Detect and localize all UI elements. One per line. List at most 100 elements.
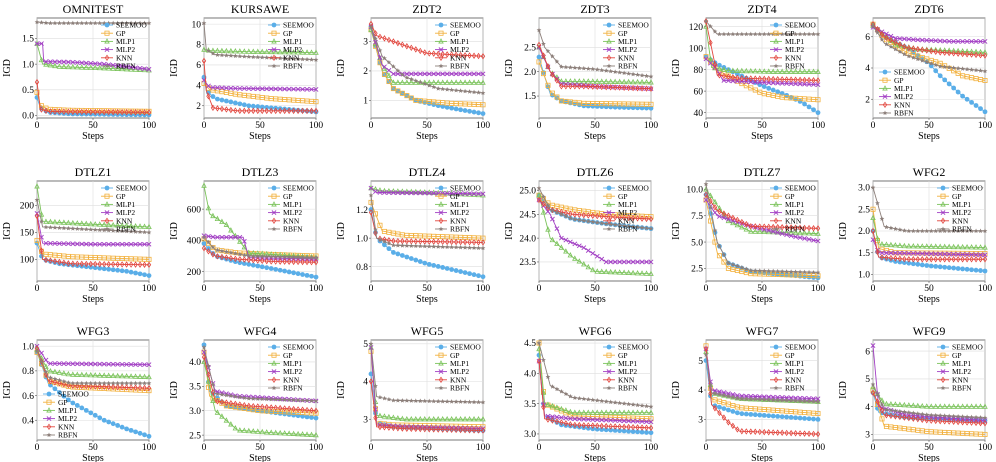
panel-wfg6-legend-marker	[606, 369, 612, 375]
panel-wfg6-series-mlp2-marker	[608, 417, 614, 423]
panel-wfg9-legend-label: GP	[952, 351, 962, 360]
panel-dtlz7-series-rbfn-marker	[761, 268, 767, 273]
panel-wfg7-series-mlp2-marker	[712, 388, 718, 394]
panel-dtlz7-series-knn-marker	[779, 224, 785, 231]
panel-wfg9-series-knn-marker	[875, 398, 880, 405]
panel-wfg6-series-mlp1-marker	[643, 409, 650, 415]
panel-zdt4-series-mlp1-marker	[774, 68, 781, 74]
panel-zdt6-series-knn-marker	[920, 46, 925, 54]
panel-dtlz7-series-knn-marker	[721, 210, 727, 217]
panel-zdt2-series-seemoo-marker	[467, 108, 472, 114]
panel-kursawe-series-seemoo-marker	[228, 99, 234, 105]
panel-wfg4-series-knn-marker	[295, 406, 301, 413]
panel-zdt6-series-rbfn-marker	[978, 68, 983, 73]
panel-wfg3-series-rbfn-marker	[70, 380, 76, 386]
panel-dtlz7-legend-label: GP	[785, 192, 795, 201]
panel-zdt3-series-rbfn-marker	[648, 74, 654, 79]
panel-zdt4-series-knn-marker	[784, 76, 789, 83]
panel-zdt4-series-mlp2-marker	[793, 81, 799, 87]
panel-wfg3-series-rbfn-marker	[74, 380, 80, 386]
panel-wfg2-ytick-label: 1.5	[858, 249, 870, 259]
panel-wfg6-series-knn-marker	[572, 421, 578, 429]
panel-dtlz7-series-gp	[703, 197, 821, 279]
panel-wfg3-series-rbfn	[34, 348, 152, 386]
panel-dtlz1-legend-marker	[104, 210, 110, 216]
panel-wfg4-series-rbfn-marker	[313, 398, 319, 403]
panel-kursawe-legend-marker	[271, 47, 277, 53]
panel-wfg3-series-mlp1-marker	[70, 371, 76, 377]
panel-kursawe-series-rbfn-marker	[295, 56, 301, 62]
panel-wfg7-legend-label: MLP2	[785, 367, 804, 376]
panel-kursawe-series-rbfn-marker	[255, 54, 261, 60]
panel-zdt3-series-seemoo-marker	[635, 105, 640, 111]
panel-dtlz3-legend-marker	[271, 185, 277, 191]
panel-dtlz6-series-knn-marker	[577, 211, 582, 219]
panel-dtlz3-series-knn-marker	[269, 258, 274, 265]
panel-dtlz4-series-seemoo-marker	[476, 273, 481, 279]
panel-zdt4-series-mlp2-marker	[721, 78, 727, 83]
panel-dtlz6-series-knn-marker	[541, 200, 546, 208]
panel-wfg3-series-mlp2-marker	[146, 362, 152, 368]
panel-wfg4-legend-label: GP	[283, 351, 293, 360]
panel-wfg6-series-rbfn-marker	[559, 389, 564, 394]
panel-wfg9-series-mlp1-marker	[915, 402, 921, 409]
panel-zdt4-series-seemoo-marker	[775, 89, 781, 95]
panel-zdt6-series-rbfn-marker	[969, 67, 974, 72]
panel-zdt4-series-mlp2-marker	[743, 79, 749, 85]
panel-dtlz3-series-seemoo-marker	[291, 270, 296, 276]
panel-zdt6-series-rbfn-marker	[933, 62, 939, 67]
panel-wfg3-series-mlp2-marker	[48, 361, 53, 366]
panel-wfg4-series-mlp1-marker	[281, 430, 288, 436]
panel-wfg2-series-mlp2-marker	[924, 251, 930, 257]
panel-wfg7-series-mlp2-marker	[779, 395, 785, 400]
panel-dtlz6-legend-marker	[606, 217, 612, 225]
panel-zdt2-series-mlp2-marker	[480, 71, 486, 77]
panel-wfg6-series-mlp1-marker	[545, 401, 551, 407]
panel-wfg7-series-knn-marker	[735, 426, 740, 433]
panel-dtlz1-series-knn-marker	[93, 260, 98, 268]
panel-wfg2-series-seemoo-marker	[955, 266, 961, 271]
panel-zdt6-series-seemoo-marker	[955, 89, 961, 95]
panel-wfg7-series-knn-marker	[726, 419, 731, 426]
panel-zdt3-series-knn-marker	[639, 85, 645, 92]
panel-wfg2-series-seemoo-marker	[960, 266, 965, 272]
panel-wfg6-series-mlp1-marker	[590, 409, 596, 415]
panel-wfg6-series-knn-marker	[621, 423, 627, 431]
panel-dtlz4-series-seemoo-marker	[422, 260, 428, 266]
panel-kursawe-xlabel: Steps	[249, 131, 271, 142]
panel-wfg9-series-rbfn	[870, 381, 988, 420]
panel-wfg9-series-knn-marker	[870, 389, 876, 396]
panel-wfg6-series-mlp1-marker	[639, 409, 645, 415]
panel-kursawe-legend-marker	[271, 38, 277, 44]
panel-zdt3-legend-marker	[606, 54, 612, 62]
panel-kursawe-legend-label: KNN	[283, 53, 300, 62]
panel-dtlz4-series-rbfn-marker	[480, 245, 486, 251]
panel-wfg9-series-rbfn-marker	[928, 412, 934, 418]
panel-dtlz4-series-rbfn-marker	[471, 245, 477, 250]
panel-wfg2-series-rbfn-marker	[919, 228, 925, 234]
panel-dtlz1-series-mlp1-marker	[114, 222, 121, 228]
panel-omnitest-series-mlp2-marker	[92, 61, 98, 67]
panel-wfg2-series-mlp1-marker	[888, 241, 894, 248]
panel-wfg7-series-mlp2-marker	[770, 394, 776, 400]
panel-zdt4-legend-label: MLP2	[785, 45, 804, 54]
panel-wfg2-xtick-label: 50	[924, 284, 934, 294]
panel-wfg4-title: WFG4	[244, 324, 277, 338]
panel-dtlz3-series-rbfn-marker	[259, 253, 265, 259]
panel-wfg2-series-rbfn-marker	[933, 228, 939, 234]
panel-dtlz6-legend-marker	[606, 193, 612, 199]
panel-omnitest-series-knn-marker	[115, 108, 120, 116]
panel-wfg4-series-seemoo-marker	[286, 412, 292, 417]
panel-kursawe-series-mlp2-marker	[282, 86, 288, 92]
panel-wfg3-series-rbfn-marker	[79, 380, 85, 386]
panel-wfg2-series-mlp2-marker	[978, 252, 983, 258]
panel-omnitest-series-mlp1-marker	[56, 63, 63, 69]
panel-dtlz7-series-mlp2-marker	[806, 236, 812, 242]
panel-wfg3-series-seemoo-marker	[83, 407, 89, 413]
panel-zdt2-series-mlp1-marker	[439, 79, 446, 85]
panel-wfg4-series-rbfn-marker	[232, 394, 238, 399]
